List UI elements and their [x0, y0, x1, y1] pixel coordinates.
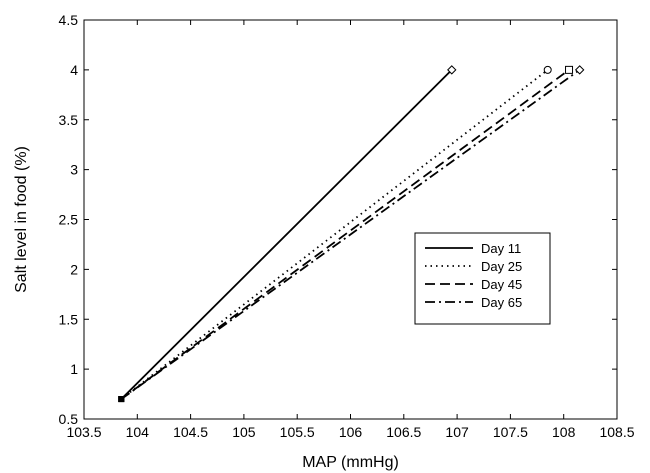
x-tick-label: 104.5	[173, 424, 208, 440]
x-axis-label: MAP (mmHg)	[302, 454, 399, 471]
legend-label: Day 45	[481, 277, 522, 292]
series-start-marker	[118, 396, 125, 403]
x-tick-label: 104	[126, 424, 150, 440]
y-tick-label: 3.5	[59, 112, 79, 128]
series-endpoint-marker	[574, 65, 585, 75]
legend: Day 11 Day 25 Day 45 Day 65	[414, 232, 551, 325]
legend-label: Day 25	[481, 259, 522, 274]
y-tick-label: 2.5	[59, 212, 79, 228]
y-axis-label: Salt level in food (%)	[13, 146, 30, 293]
x-axis-ticks: 103.5 104 104.5 105 105.5 106 106.5 107 107.5 108…	[66, 20, 635, 440]
series-endpoint-marker	[447, 65, 457, 75]
x-tick-label: 105	[232, 424, 256, 440]
y-tick-label: 1.5	[59, 311, 79, 327]
y-tick-label: 0.5	[59, 411, 79, 427]
x-tick-label: 107.5	[493, 424, 528, 440]
y-tick-label: 4	[70, 62, 78, 78]
legend-label: Day 65	[481, 295, 522, 310]
x-tick-label: 107	[445, 424, 469, 440]
y-tick-label: 2	[70, 261, 78, 277]
series-line-day-45	[120, 69, 570, 400]
plot-area	[118, 65, 585, 403]
y-tick-label: 4.5	[59, 12, 79, 28]
x-tick-label: 106	[339, 424, 363, 440]
series-line-day-65	[120, 69, 581, 400]
x-tick-label: 108.5	[599, 424, 634, 440]
axes-frame	[83, 19, 618, 420]
x-tick-label: 105.5	[280, 424, 315, 440]
series-endpoint-marker	[543, 65, 552, 74]
series-line-day-11	[120, 69, 453, 400]
x-tick-label: 103.5	[66, 424, 101, 440]
y-tick-label: 1	[70, 361, 78, 377]
x-tick-label: 108	[552, 424, 576, 440]
y-tick-label: 3	[70, 162, 78, 178]
x-tick-label: 106.5	[386, 424, 421, 440]
series-endpoint-marker	[565, 65, 574, 74]
y-axis-ticks: 0.5 1 1.5 2 2.5 3 3.5 4 4.5	[59, 12, 617, 427]
legend-label: Day 11	[481, 241, 521, 256]
